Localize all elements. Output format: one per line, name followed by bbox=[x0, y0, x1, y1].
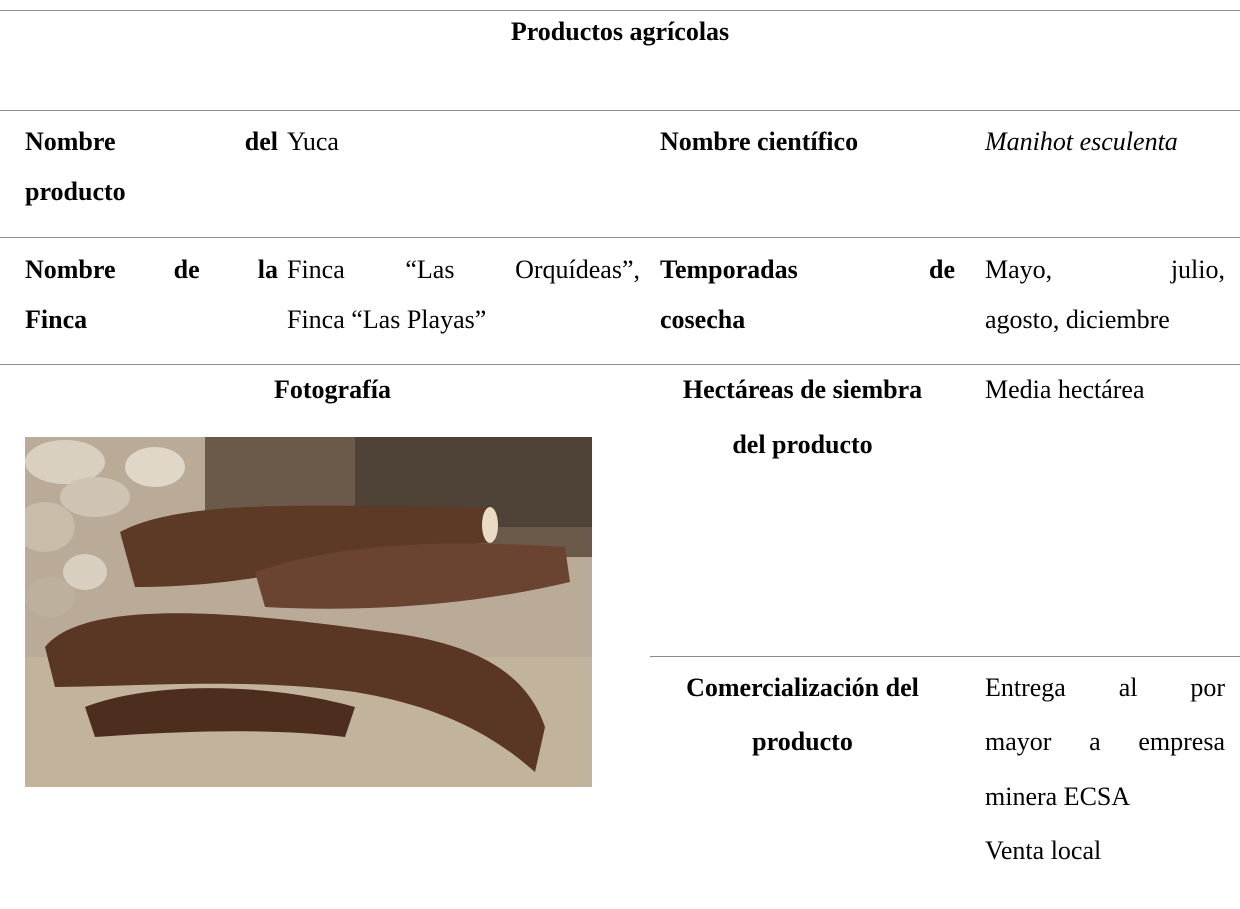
value: Venta local bbox=[985, 836, 1102, 865]
label: producto bbox=[25, 177, 126, 206]
value: Finca “Las Playas” bbox=[287, 305, 487, 334]
photo bbox=[25, 437, 592, 787]
rule bbox=[650, 656, 1240, 657]
value: mayor a empresa bbox=[985, 727, 1225, 756]
rule bbox=[0, 110, 1240, 111]
value: Manihot esculenta bbox=[985, 127, 1178, 156]
value: agosto, diciembre bbox=[985, 305, 1170, 334]
label: Comercialización del bbox=[686, 673, 919, 702]
label: cosecha bbox=[660, 305, 746, 334]
rule bbox=[0, 364, 1240, 365]
value: Yuca bbox=[287, 127, 339, 156]
value: Finca “Las Orquídeas”, bbox=[287, 255, 640, 284]
label: Nombre de la bbox=[25, 255, 278, 284]
label: Hectáreas de siembra bbox=[682, 375, 923, 404]
table-title: Productos agrícolas bbox=[510, 17, 730, 46]
label: Nombre científico bbox=[660, 127, 859, 156]
value: minera ECSA bbox=[985, 782, 1131, 811]
label: Temporadas de bbox=[660, 255, 955, 284]
value: Entrega al por bbox=[985, 673, 1225, 702]
label: producto bbox=[752, 727, 853, 756]
value: Media hectárea bbox=[985, 375, 1145, 404]
rule bbox=[0, 10, 1240, 11]
label: Finca bbox=[25, 305, 88, 334]
label: Fotografía bbox=[274, 375, 391, 404]
rule bbox=[0, 237, 1240, 238]
label: del producto bbox=[732, 430, 873, 459]
value: Mayo, julio, bbox=[985, 255, 1225, 284]
label: Nombre del bbox=[25, 127, 278, 156]
